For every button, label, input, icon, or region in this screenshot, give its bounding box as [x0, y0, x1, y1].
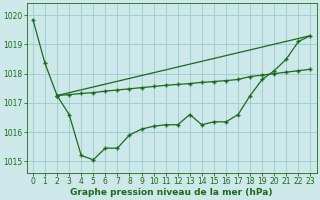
X-axis label: Graphe pression niveau de la mer (hPa): Graphe pression niveau de la mer (hPa): [70, 188, 273, 197]
